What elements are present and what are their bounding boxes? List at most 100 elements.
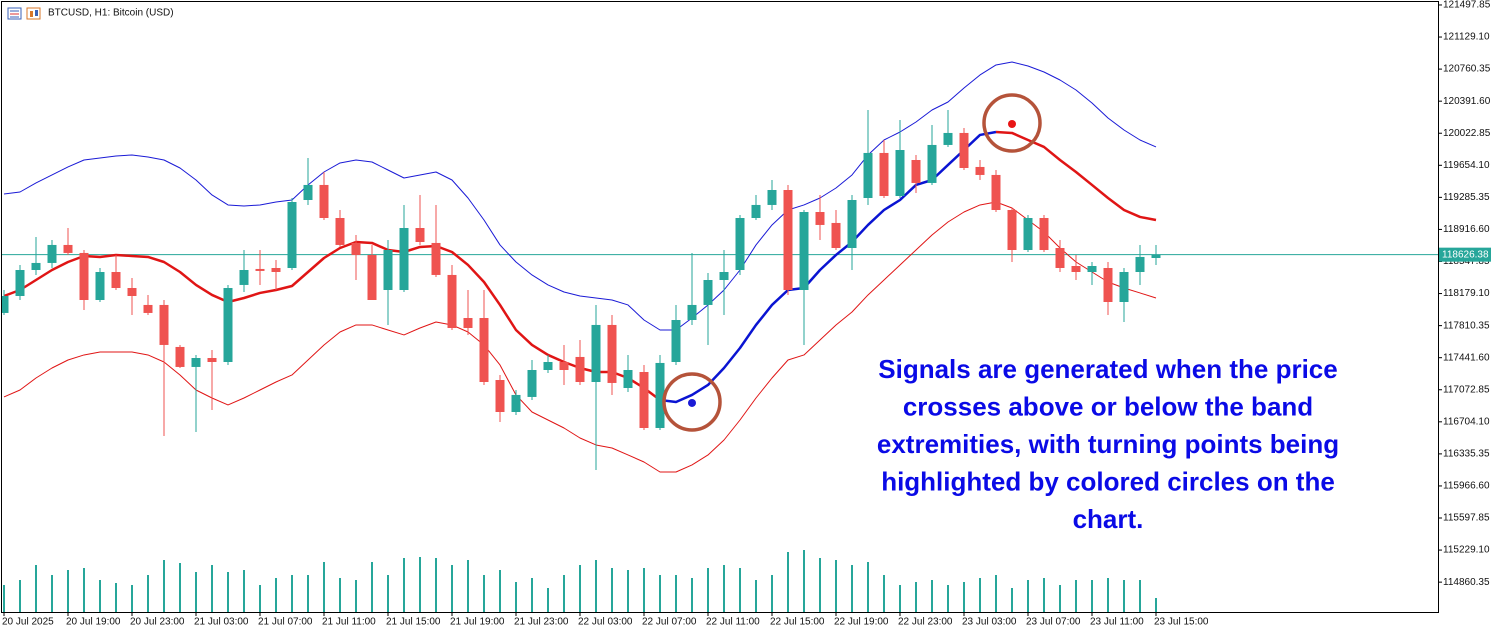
candle-body xyxy=(239,270,249,285)
y-tick-label: 115597.85 xyxy=(1443,513,1490,524)
candle-body xyxy=(1119,272,1129,302)
candle-body xyxy=(271,268,281,272)
volume-bar xyxy=(211,565,213,612)
volume-bar xyxy=(691,578,693,612)
volume-bar xyxy=(531,578,533,612)
candle-body xyxy=(655,362,665,428)
candle-body xyxy=(303,184,313,200)
y-tick-label: 118179.10 xyxy=(1443,288,1490,299)
y-tick-label: 115229.10 xyxy=(1443,545,1490,556)
candle-body xyxy=(479,318,489,382)
x-tick-label: 22 Jul 19:00 xyxy=(834,617,889,628)
volume-bar xyxy=(515,582,517,612)
candle-body xyxy=(1151,254,1161,258)
candle-body xyxy=(607,324,617,383)
x-tick-label: 23 Jul 03:00 xyxy=(962,617,1017,628)
candle-body xyxy=(511,394,521,412)
volume-bar xyxy=(595,560,597,612)
signal-ring xyxy=(662,372,722,432)
volume-bar xyxy=(147,575,149,612)
candle-body xyxy=(367,254,377,300)
volume-bar xyxy=(1139,580,1141,612)
x-tick-label: 22 Jul 03:00 xyxy=(578,617,633,628)
candle-body xyxy=(831,222,841,248)
candle-body xyxy=(319,184,329,218)
candle-body xyxy=(111,272,121,288)
volume-bar xyxy=(291,575,293,612)
candle-body xyxy=(431,242,441,275)
y-tick-label: 121497.85 xyxy=(1443,0,1491,11)
candle-body xyxy=(63,244,73,253)
volume-bar xyxy=(19,580,21,612)
y-tick-label: 119285.35 xyxy=(1443,192,1490,203)
x-tick-label: 22 Jul 11:00 xyxy=(706,617,760,628)
candle-body xyxy=(351,242,361,255)
candle-body xyxy=(959,132,969,168)
candle-body xyxy=(911,160,921,183)
candle-body xyxy=(543,362,553,370)
candle-body xyxy=(495,380,505,412)
candle-body xyxy=(223,288,233,362)
x-tick-label: 23 Jul 11:00 xyxy=(1090,617,1144,628)
candle-body xyxy=(1135,256,1145,272)
candle-body xyxy=(927,144,937,183)
sell-signal-dot xyxy=(1008,120,1016,128)
candle-body xyxy=(1071,266,1081,272)
volume-bar xyxy=(739,568,741,612)
last-price-tag xyxy=(1439,247,1491,262)
candle-body xyxy=(671,320,681,362)
volume-bar xyxy=(1091,580,1093,612)
volume-bar xyxy=(339,578,341,612)
volume-bar xyxy=(387,575,389,612)
volume-bar xyxy=(563,575,565,612)
volume-bar xyxy=(1107,578,1109,612)
volume-bar xyxy=(787,552,789,612)
y-tick-label: 117810.35 xyxy=(1443,320,1490,331)
candle-body xyxy=(1007,210,1017,250)
volume-bar xyxy=(323,562,325,612)
candle-body xyxy=(335,218,345,245)
volume-bar xyxy=(643,568,645,612)
volume-bar xyxy=(483,575,485,612)
annotation-line: highlighted by colored circles on the xyxy=(881,466,1335,496)
volume-bar xyxy=(819,558,821,612)
candle-body xyxy=(1103,268,1113,302)
candle-body xyxy=(783,190,793,290)
volume-bar xyxy=(3,585,5,612)
y-tick-label: 121129.10 xyxy=(1443,32,1490,43)
candle-body xyxy=(975,166,985,175)
candle-body xyxy=(847,200,857,248)
candle-body xyxy=(687,304,697,320)
x-tick-label: 20 Jul 23:00 xyxy=(130,617,185,628)
buy-signal-dot xyxy=(688,398,696,407)
chart-title: BTCUSD, H1: Bitcoin (USD) xyxy=(48,8,174,19)
volume-bar xyxy=(707,568,709,612)
x-tick-label: 20 Jul 2025 xyxy=(2,617,54,628)
volume-bar xyxy=(195,572,197,612)
volume-bar xyxy=(1043,578,1045,612)
candle-body xyxy=(767,190,777,205)
volume-bar xyxy=(227,572,229,612)
candle-body xyxy=(191,358,201,367)
volume-bar xyxy=(1123,580,1125,612)
candle-body xyxy=(79,252,89,300)
candle-body xyxy=(815,212,825,225)
candle-body xyxy=(415,228,425,242)
x-tick-label: 21 Jul 11:00 xyxy=(322,617,376,628)
volume-bar xyxy=(963,582,965,612)
y-tick-label: 116704.10 xyxy=(1443,416,1490,427)
y-tick-label: 118916.60 xyxy=(1443,224,1490,235)
band-line xyxy=(3,61,1157,331)
candle-body xyxy=(143,304,153,313)
x-tick-label: 23 Jul 15:00 xyxy=(1154,617,1209,628)
candle-body xyxy=(127,288,137,296)
volume-bar xyxy=(259,585,261,612)
volume-bar xyxy=(899,585,901,612)
annotation-line: crosses above or below the band xyxy=(903,391,1313,421)
volume-bar xyxy=(659,575,661,612)
volume-bar xyxy=(755,580,757,612)
x-tick-label: 21 Jul 15:00 xyxy=(386,617,441,628)
volume-bar xyxy=(547,588,549,612)
candle-body xyxy=(463,318,473,328)
volume-bar xyxy=(915,582,917,612)
